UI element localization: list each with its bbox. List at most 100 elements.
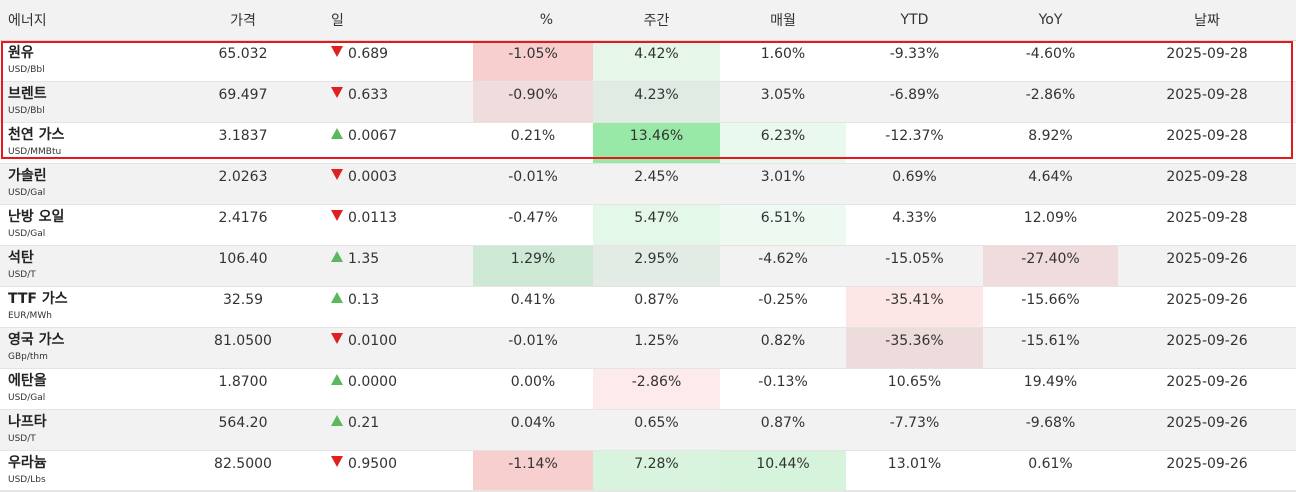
header-name[interactable]: 에너지 bbox=[0, 0, 163, 41]
ytd-value: -35.36% bbox=[885, 333, 944, 349]
date-cell: 2025-09-28 bbox=[1118, 163, 1296, 205]
pct-value: 0.41% bbox=[510, 292, 556, 308]
ytd-cell: -6.89% bbox=[846, 81, 983, 123]
price-value: 65.032 bbox=[218, 46, 268, 62]
header-date[interactable]: 날짜 bbox=[1118, 0, 1296, 41]
pct-value: 1.29% bbox=[510, 251, 556, 267]
monthly-value: -0.25% bbox=[758, 292, 808, 308]
commodity-name[interactable]: 원유 bbox=[8, 45, 34, 61]
date-cell: 2025-09-26 bbox=[1118, 409, 1296, 451]
pct-value: -1.14% bbox=[508, 456, 558, 472]
triangle-up-icon bbox=[331, 415, 343, 426]
header-price[interactable]: 가격 bbox=[163, 0, 323, 41]
ytd-cell: 13.01% bbox=[846, 450, 983, 492]
name-cell[interactable]: 석탄 USD/T bbox=[0, 245, 163, 287]
change-value: 0.0003 bbox=[348, 169, 397, 185]
yoy-cell: -2.86% bbox=[983, 81, 1118, 123]
weekly-cell: 2.45% bbox=[593, 163, 720, 205]
name-cell[interactable]: 브렌트 USD/Bbl bbox=[0, 81, 163, 123]
date-cell: 2025-09-26 bbox=[1118, 450, 1296, 492]
name-cell[interactable]: 천연 가스 USD/MMBtu bbox=[0, 122, 163, 164]
table-row[interactable]: TTF 가스 EUR/MWh 32.59 0.13 0.41% 0.87% -0.25% -3… bbox=[0, 286, 1296, 328]
weekly-cell: -2.86% bbox=[593, 368, 720, 410]
commodity-name[interactable]: 영국 가스 bbox=[8, 332, 65, 348]
ytd-cell: -9.33% bbox=[846, 40, 983, 82]
commodity-name[interactable]: 가솔린 bbox=[8, 168, 47, 184]
table-row[interactable]: 원유 USD/Bbl 65.032 0.689 -1.05% 4.42% 1.60% -9.3… bbox=[0, 40, 1296, 82]
header-ytd[interactable]: YTD bbox=[846, 0, 983, 41]
ytd-cell: -7.73% bbox=[846, 409, 983, 451]
table-row[interactable]: 천연 가스 USD/MMBtu 3.1837 0.0067 0.21% 13.46% 6.2… bbox=[0, 122, 1296, 164]
date-cell: 2025-09-28 bbox=[1118, 204, 1296, 246]
yoy-value: 19.49% bbox=[1023, 374, 1078, 390]
monthly-cell: 3.05% bbox=[720, 81, 846, 123]
yoy-cell: -9.68% bbox=[983, 409, 1118, 451]
table-row[interactable]: 브렌트 USD/Bbl 69.497 0.633 -0.90% 4.23% 3.05% -6.… bbox=[0, 81, 1296, 123]
price-cell: 65.032 bbox=[163, 40, 323, 82]
weekly-value: 2.95% bbox=[634, 251, 679, 267]
name-cell[interactable]: 난방 오일 USD/Gal bbox=[0, 204, 163, 246]
price-cell: 81.0500 bbox=[163, 327, 323, 369]
ytd-cell: -35.41% bbox=[846, 286, 983, 328]
table-row[interactable]: 우라늄 USD/Lbs 82.5000 0.9500 -1.14% 7.28% 10.44%… bbox=[0, 450, 1296, 492]
pct-cell: -0.01% bbox=[473, 327, 593, 369]
commodity-unit: USD/Gal bbox=[8, 393, 46, 403]
commodity-unit: USD/T bbox=[8, 434, 36, 444]
commodity-name[interactable]: TTF 가스 bbox=[8, 291, 68, 307]
change-cell: 0.0067 bbox=[323, 122, 473, 164]
name-cell[interactable]: 원유 USD/Bbl bbox=[0, 40, 163, 82]
date-value: 2025-09-26 bbox=[1166, 333, 1248, 349]
weekly-cell: 0.65% bbox=[593, 409, 720, 451]
name-cell[interactable]: 우라늄 USD/Lbs bbox=[0, 450, 163, 492]
monthly-cell: 0.87% bbox=[720, 409, 846, 451]
change-cell: 0.9500 bbox=[323, 450, 473, 492]
header-weekly[interactable]: 주간 bbox=[593, 0, 720, 41]
pct-cell: -0.01% bbox=[473, 163, 593, 205]
commodity-name[interactable]: 에탄올 bbox=[8, 373, 47, 389]
triangle-up-icon bbox=[331, 292, 343, 303]
weekly-value: 4.23% bbox=[634, 87, 679, 103]
commodity-unit: USD/Lbs bbox=[8, 475, 46, 485]
commodity-unit: USD/MMBtu bbox=[8, 147, 62, 157]
weekly-cell: 4.23% bbox=[593, 81, 720, 123]
ytd-value: 4.33% bbox=[892, 210, 937, 226]
change-value: 0.13 bbox=[348, 292, 380, 308]
change-cell: 0.0113 bbox=[323, 204, 473, 246]
ytd-value: 0.69% bbox=[892, 169, 937, 185]
date-value: 2025-09-28 bbox=[1166, 210, 1248, 226]
change-value: 0.0113 bbox=[348, 210, 397, 226]
name-cell[interactable]: 에탄올 USD/Gal bbox=[0, 368, 163, 410]
date-value: 2025-09-28 bbox=[1166, 128, 1248, 144]
name-cell[interactable]: 영국 가스 GBp/thm bbox=[0, 327, 163, 369]
table-row[interactable]: 영국 가스 GBp/thm 81.0500 0.0100 -0.01% 1.25% 0.82… bbox=[0, 327, 1296, 369]
name-cell[interactable]: 가솔린 USD/Gal bbox=[0, 163, 163, 205]
price-cell: 82.5000 bbox=[163, 450, 323, 492]
triangle-down-icon bbox=[331, 333, 343, 344]
monthly-value: -0.13% bbox=[758, 374, 808, 390]
table-row[interactable]: 에탄올 USD/Gal 1.8700 0.0000 0.00% -2.86% -0.13% 1… bbox=[0, 368, 1296, 410]
pct-value: -0.47% bbox=[508, 210, 558, 226]
weekly-value: 4.42% bbox=[634, 46, 679, 62]
table-row[interactable]: 석탄 USD/T 106.40 1.35 1.29% 2.95% -4.62% -15.05%… bbox=[0, 245, 1296, 287]
ytd-cell: 0.69% bbox=[846, 163, 983, 205]
commodity-name[interactable]: 우라늄 bbox=[8, 455, 47, 471]
table-body: 원유 USD/Bbl 65.032 0.689 -1.05% 4.42% 1.60% -9.3… bbox=[0, 40, 1296, 492]
header-monthly[interactable]: 매월 bbox=[720, 0, 846, 41]
commodity-name[interactable]: 나프타 bbox=[8, 414, 47, 430]
table-row[interactable]: 난방 오일 USD/Gal 2.4176 0.0113 -0.47% 5.47% 6.51%… bbox=[0, 204, 1296, 246]
table-row[interactable]: 가솔린 USD/Gal 2.0263 0.0003 -0.01% 2.45% 3.01% 0.… bbox=[0, 163, 1296, 205]
commodity-name[interactable]: 천연 가스 bbox=[8, 127, 65, 143]
change-value: 1.35 bbox=[348, 251, 380, 267]
name-cell[interactable]: 나프타 USD/T bbox=[0, 409, 163, 451]
table-row[interactable]: 나프타 USD/T 564.20 0.21 0.04% 0.65% 0.87% -7.73% -… bbox=[0, 409, 1296, 451]
commodity-name[interactable]: 난방 오일 bbox=[8, 209, 65, 225]
yoy-cell: 19.49% bbox=[983, 368, 1118, 410]
header-pct[interactable]: % bbox=[473, 0, 593, 41]
price-cell: 3.1837 bbox=[163, 122, 323, 164]
monthly-cell: 0.82% bbox=[720, 327, 846, 369]
commodity-name[interactable]: 석탄 bbox=[8, 250, 34, 266]
header-yoy[interactable]: YoY bbox=[983, 0, 1118, 41]
name-cell[interactable]: TTF 가스 EUR/MWh bbox=[0, 286, 163, 328]
commodity-name[interactable]: 브렌트 bbox=[8, 86, 47, 102]
header-change[interactable]: 일 bbox=[323, 0, 473, 41]
